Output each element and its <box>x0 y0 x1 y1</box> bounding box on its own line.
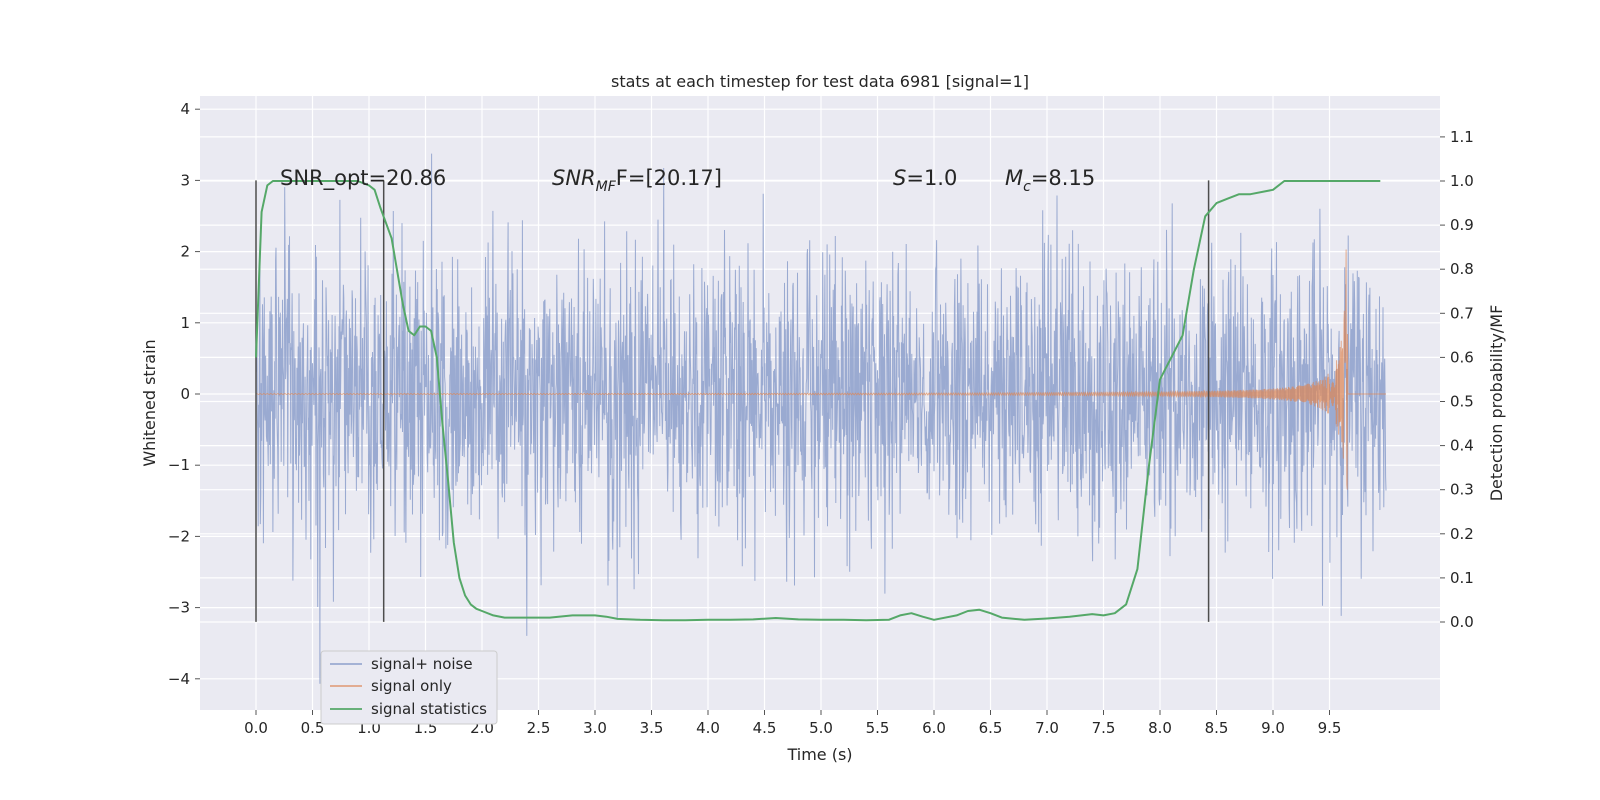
y-left-tick-label: 3 <box>180 171 190 189</box>
x-axis-label: Time (s) <box>786 745 852 764</box>
x-tick-label: 5.5 <box>866 719 890 737</box>
signal-only-line <box>255 249 1386 490</box>
x-tick-label: 0.0 <box>244 719 268 737</box>
annotation-snr-opt: SNR_opt=20.86 <box>280 166 446 191</box>
x-tick-label: 8.0 <box>1148 719 1172 737</box>
x-tick-label: 0.5 <box>301 719 325 737</box>
annotation-mc: Mc=8.15 <box>1005 166 1095 195</box>
y-right-tick-label: 1.1 <box>1450 128 1474 146</box>
y-left-axis-label: Whitened strain <box>140 339 159 466</box>
y-left-tick-label: −2 <box>168 527 190 545</box>
y-right-tick-label: 0.4 <box>1450 437 1474 455</box>
y-right-tick-label: 0.6 <box>1450 348 1474 366</box>
x-tick-label: 6.0 <box>922 719 946 737</box>
x-axis-ticks: 0.0 0.5 1.0 1.5 2.0 2.5 3.0 3.5 4.0 4.5 5.0 5.5 6.0 6… <box>244 710 1341 737</box>
x-tick-label: 4.0 <box>696 719 720 737</box>
x-tick-label: 9.5 <box>1318 719 1342 737</box>
chart-title: stats at each timestep for test data 698… <box>611 72 1029 91</box>
legend-label-signal: signal only <box>371 677 452 695</box>
annotation-s: S=1.0 <box>893 166 957 190</box>
x-tick-label: 6.5 <box>979 719 1003 737</box>
x-tick-label: 2.5 <box>527 719 551 737</box>
y-left-tick-label: 2 <box>180 243 190 261</box>
y-right-tick-label: 1.0 <box>1450 172 1474 190</box>
vertical-markers <box>255 180 1210 622</box>
y-right-tick-label: 0.7 <box>1450 304 1474 322</box>
x-tick-label: 3.0 <box>583 719 607 737</box>
legend-label-stats: signal statistics <box>371 700 487 718</box>
y-right-tick-label: 0.9 <box>1450 216 1474 234</box>
x-tick-label: 7.0 <box>1035 719 1059 737</box>
y-right-tick-label: 0.2 <box>1450 525 1474 543</box>
signal-statistics-line <box>255 180 1381 622</box>
y-left-tick-label: −4 <box>168 670 190 688</box>
legend-label-noise: signal+ noise <box>371 655 473 673</box>
x-tick-label: 5.0 <box>809 719 833 737</box>
x-tick-label: 3.5 <box>640 719 664 737</box>
y-left-tick-label: −3 <box>168 599 190 617</box>
y-right-tick-label: 0.0 <box>1450 613 1474 631</box>
y-right-tick-label: 0.1 <box>1450 569 1474 587</box>
legend: signal+ noise signal only signal statist… <box>320 650 498 725</box>
y-right-axis-ticks: 0.0 0.1 0.2 0.3 0.4 0.5 0.6 0.7 0.8 0.9 1.0 1.1 <box>1440 128 1474 631</box>
series-signal-statistics <box>255 180 1381 622</box>
y-left-tick-label: −1 <box>168 456 190 474</box>
y-left-axis-ticks: −4 −3 −2 −1 0 1 2 3 4 <box>168 100 200 688</box>
annotation-snr-mf: SNRMFF=[20.17] <box>552 166 722 195</box>
y-right-tick-label: 0.5 <box>1450 393 1474 411</box>
x-tick-label: 4.5 <box>753 719 777 737</box>
y-right-axis-label: Detection probability/MF <box>1487 305 1506 502</box>
series-signal-plus-noise <box>255 153 1387 684</box>
signal-plus-noise-line <box>255 153 1387 684</box>
y-left-tick-label: 0 <box>180 385 190 403</box>
y-right-tick-label: 0.3 <box>1450 481 1474 499</box>
legend-box <box>320 650 498 725</box>
y-right-tick-label: 0.8 <box>1450 260 1474 278</box>
x-tick-label: 9.0 <box>1261 719 1285 737</box>
series-signal-only <box>255 249 1386 490</box>
x-tick-label: 8.5 <box>1205 719 1229 737</box>
y-left-tick-label: 4 <box>180 100 190 118</box>
y-left-tick-label: 1 <box>180 314 190 332</box>
x-tick-label: 7.5 <box>1092 719 1116 737</box>
